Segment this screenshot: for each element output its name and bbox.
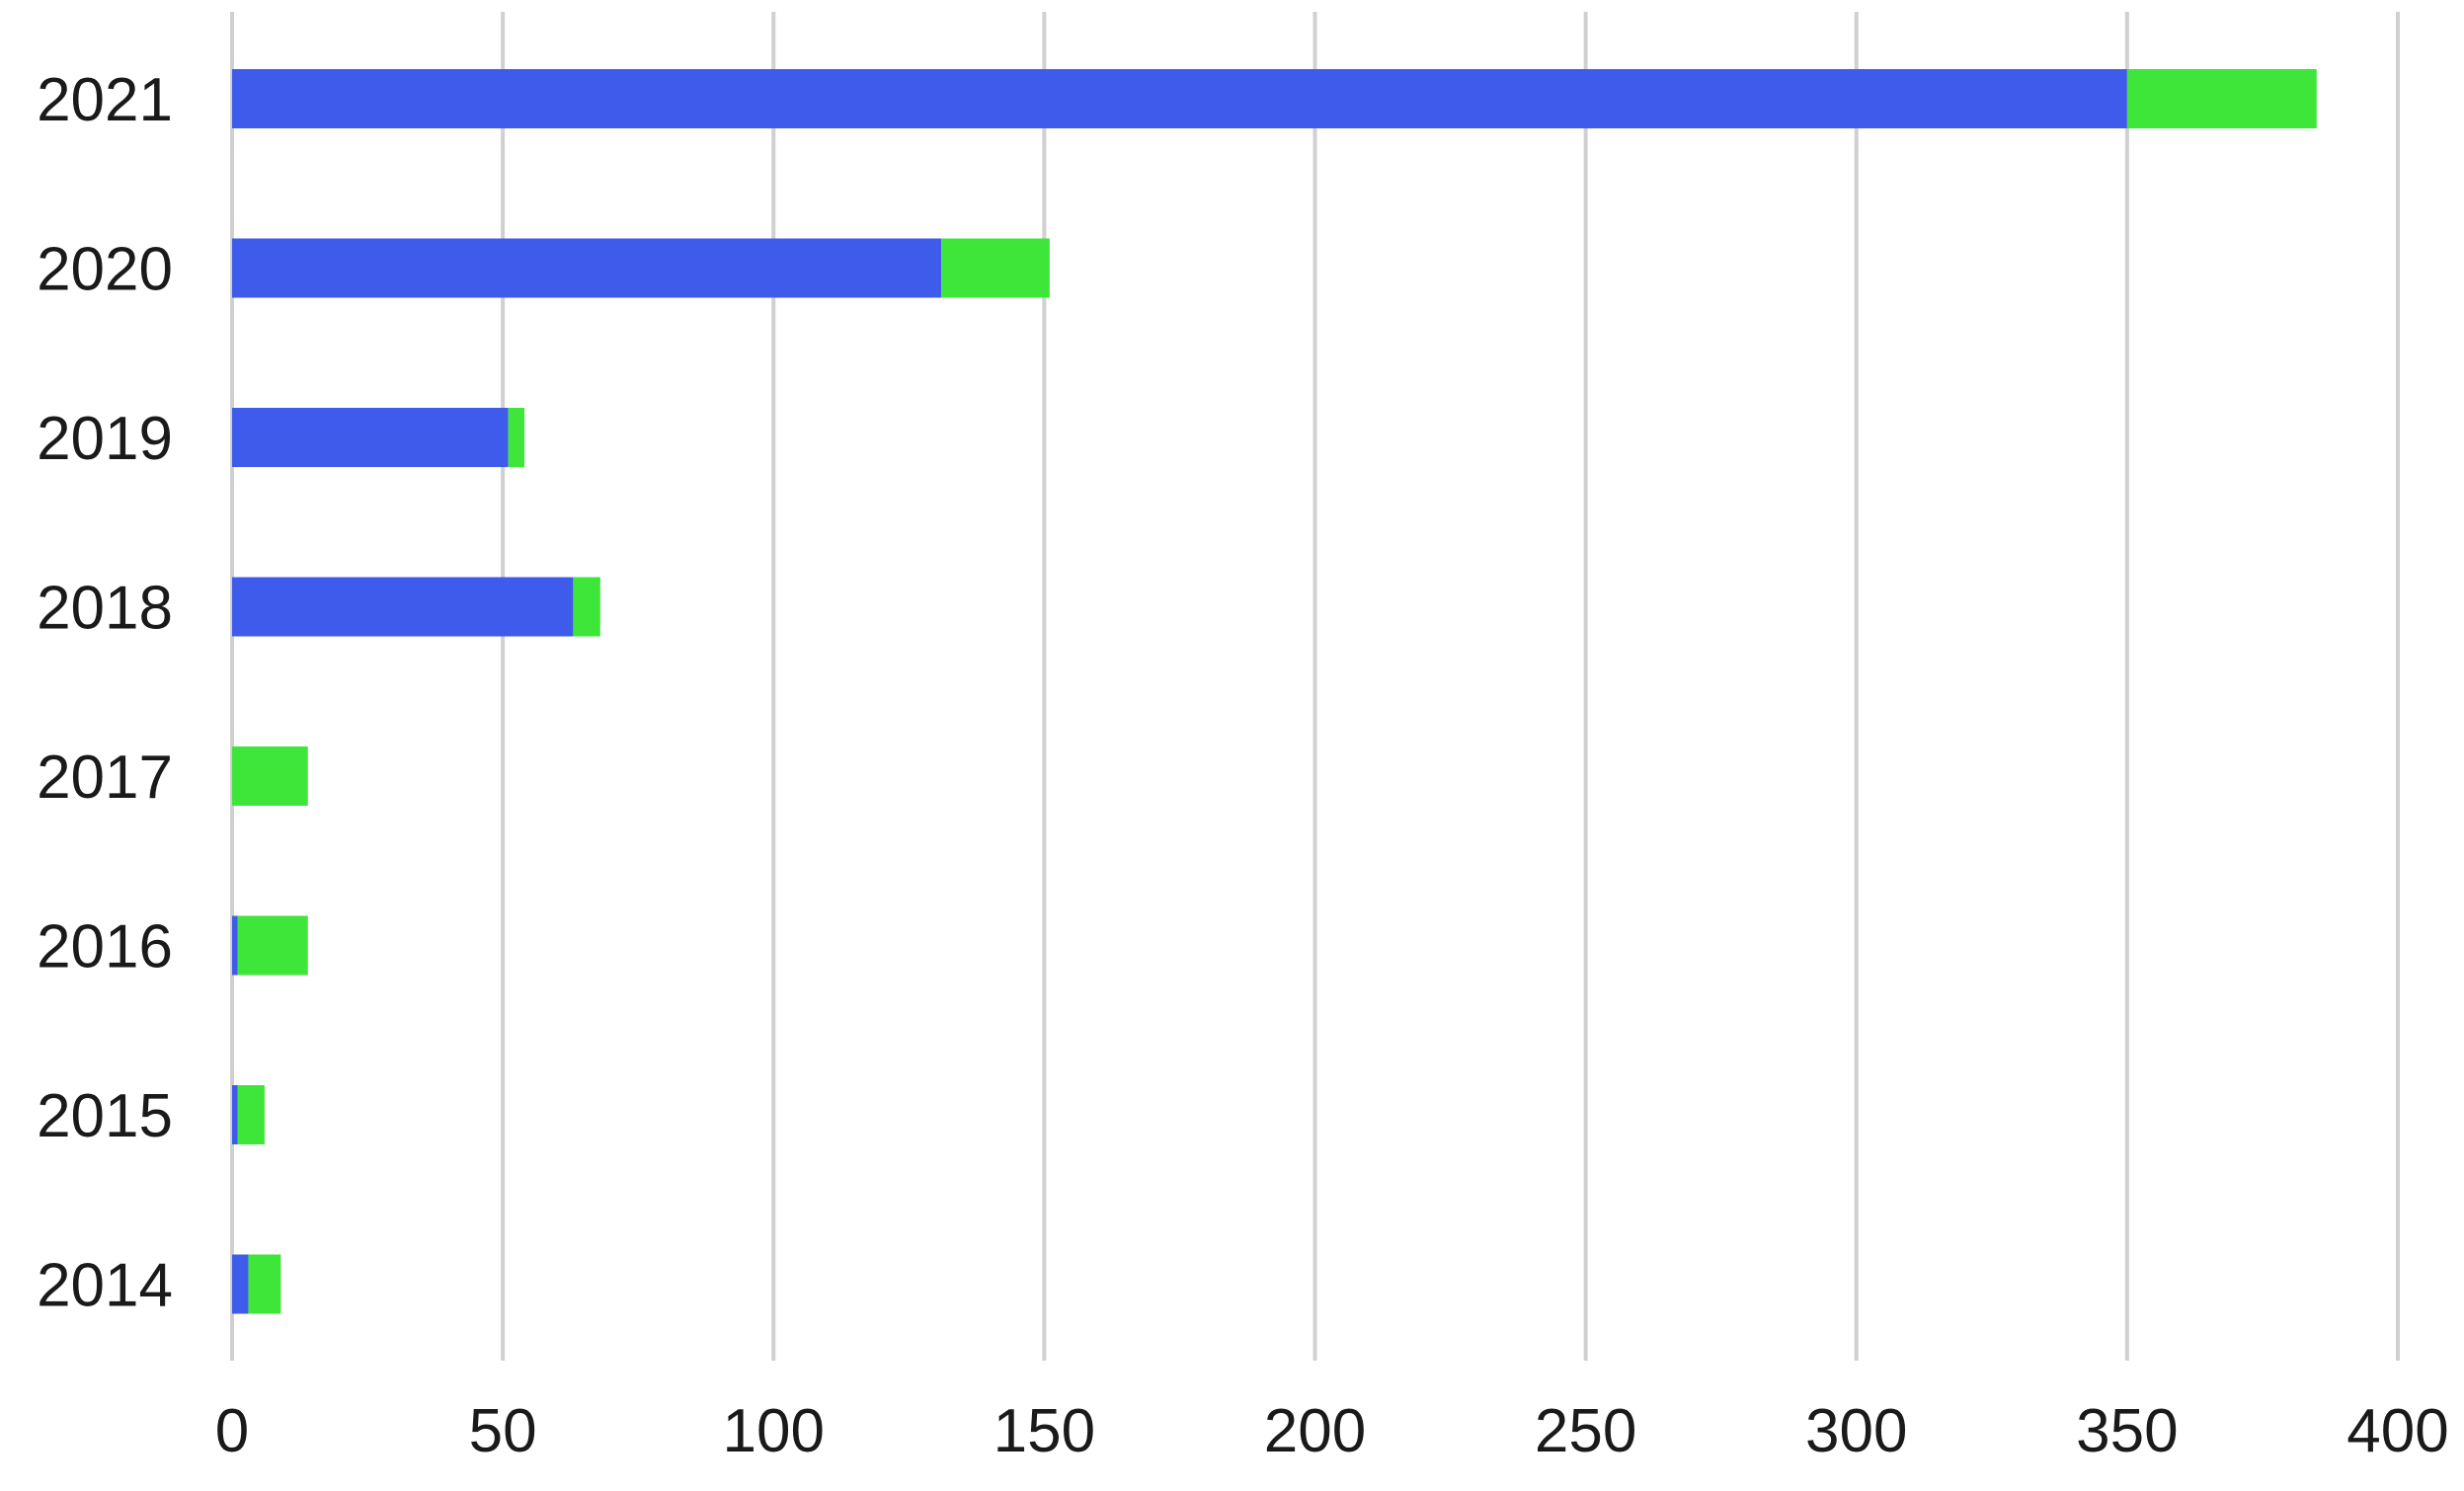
gridlines <box>230 12 2400 1361</box>
y-category-label: 2014 <box>37 1252 173 1320</box>
bar-2015-series-2 <box>237 1085 265 1144</box>
y-axis-tick-labels: 2021 2020 2019 2018 2017 2016 2015 2014 <box>37 66 173 1320</box>
y-category-label: 2020 <box>37 236 173 304</box>
bar-2018-series-1 <box>232 577 574 637</box>
bar-2019-series-2 <box>508 408 525 467</box>
x-tick-label: 250 <box>1535 1397 1636 1465</box>
bar-2017-series-2 <box>232 746 308 806</box>
x-tick-label: 200 <box>1264 1397 1366 1465</box>
y-category-label: 2018 <box>37 575 173 643</box>
y-category-label: 2017 <box>37 744 173 812</box>
bar-2016-series-2 <box>237 915 308 976</box>
bar-2016-series-1 <box>232 915 238 976</box>
bar-2020-series-2 <box>941 238 1050 298</box>
bar-2014-series-2 <box>248 1254 281 1314</box>
bar-2021-series-1 <box>232 69 2127 128</box>
bar-2018-series-2 <box>573 577 600 637</box>
x-tick-label: 300 <box>1805 1397 1907 1465</box>
bar-2019-series-1 <box>232 408 509 467</box>
x-tick-label: 150 <box>994 1397 1095 1465</box>
x-tick-label: 350 <box>2076 1397 2178 1465</box>
bars <box>232 69 2317 1314</box>
x-tick-label: 100 <box>723 1397 825 1465</box>
y-category-label: 2019 <box>37 405 173 473</box>
x-tick-label: 50 <box>469 1397 537 1465</box>
y-category-label: 2016 <box>37 913 173 981</box>
bar-2014-series-1 <box>232 1254 249 1314</box>
bar-2021-series-2 <box>2126 69 2317 128</box>
bar-2020-series-1 <box>232 238 942 298</box>
y-category-label: 2015 <box>37 1082 173 1150</box>
x-axis-tick-labels: 0 50 100 150 200 250 300 350 400 <box>215 1397 2449 1465</box>
y-category-label: 2021 <box>37 66 173 134</box>
bar-2015-series-1 <box>232 1085 238 1144</box>
x-tick-label: 400 <box>2346 1397 2448 1465</box>
x-tick-label: 0 <box>215 1397 249 1465</box>
